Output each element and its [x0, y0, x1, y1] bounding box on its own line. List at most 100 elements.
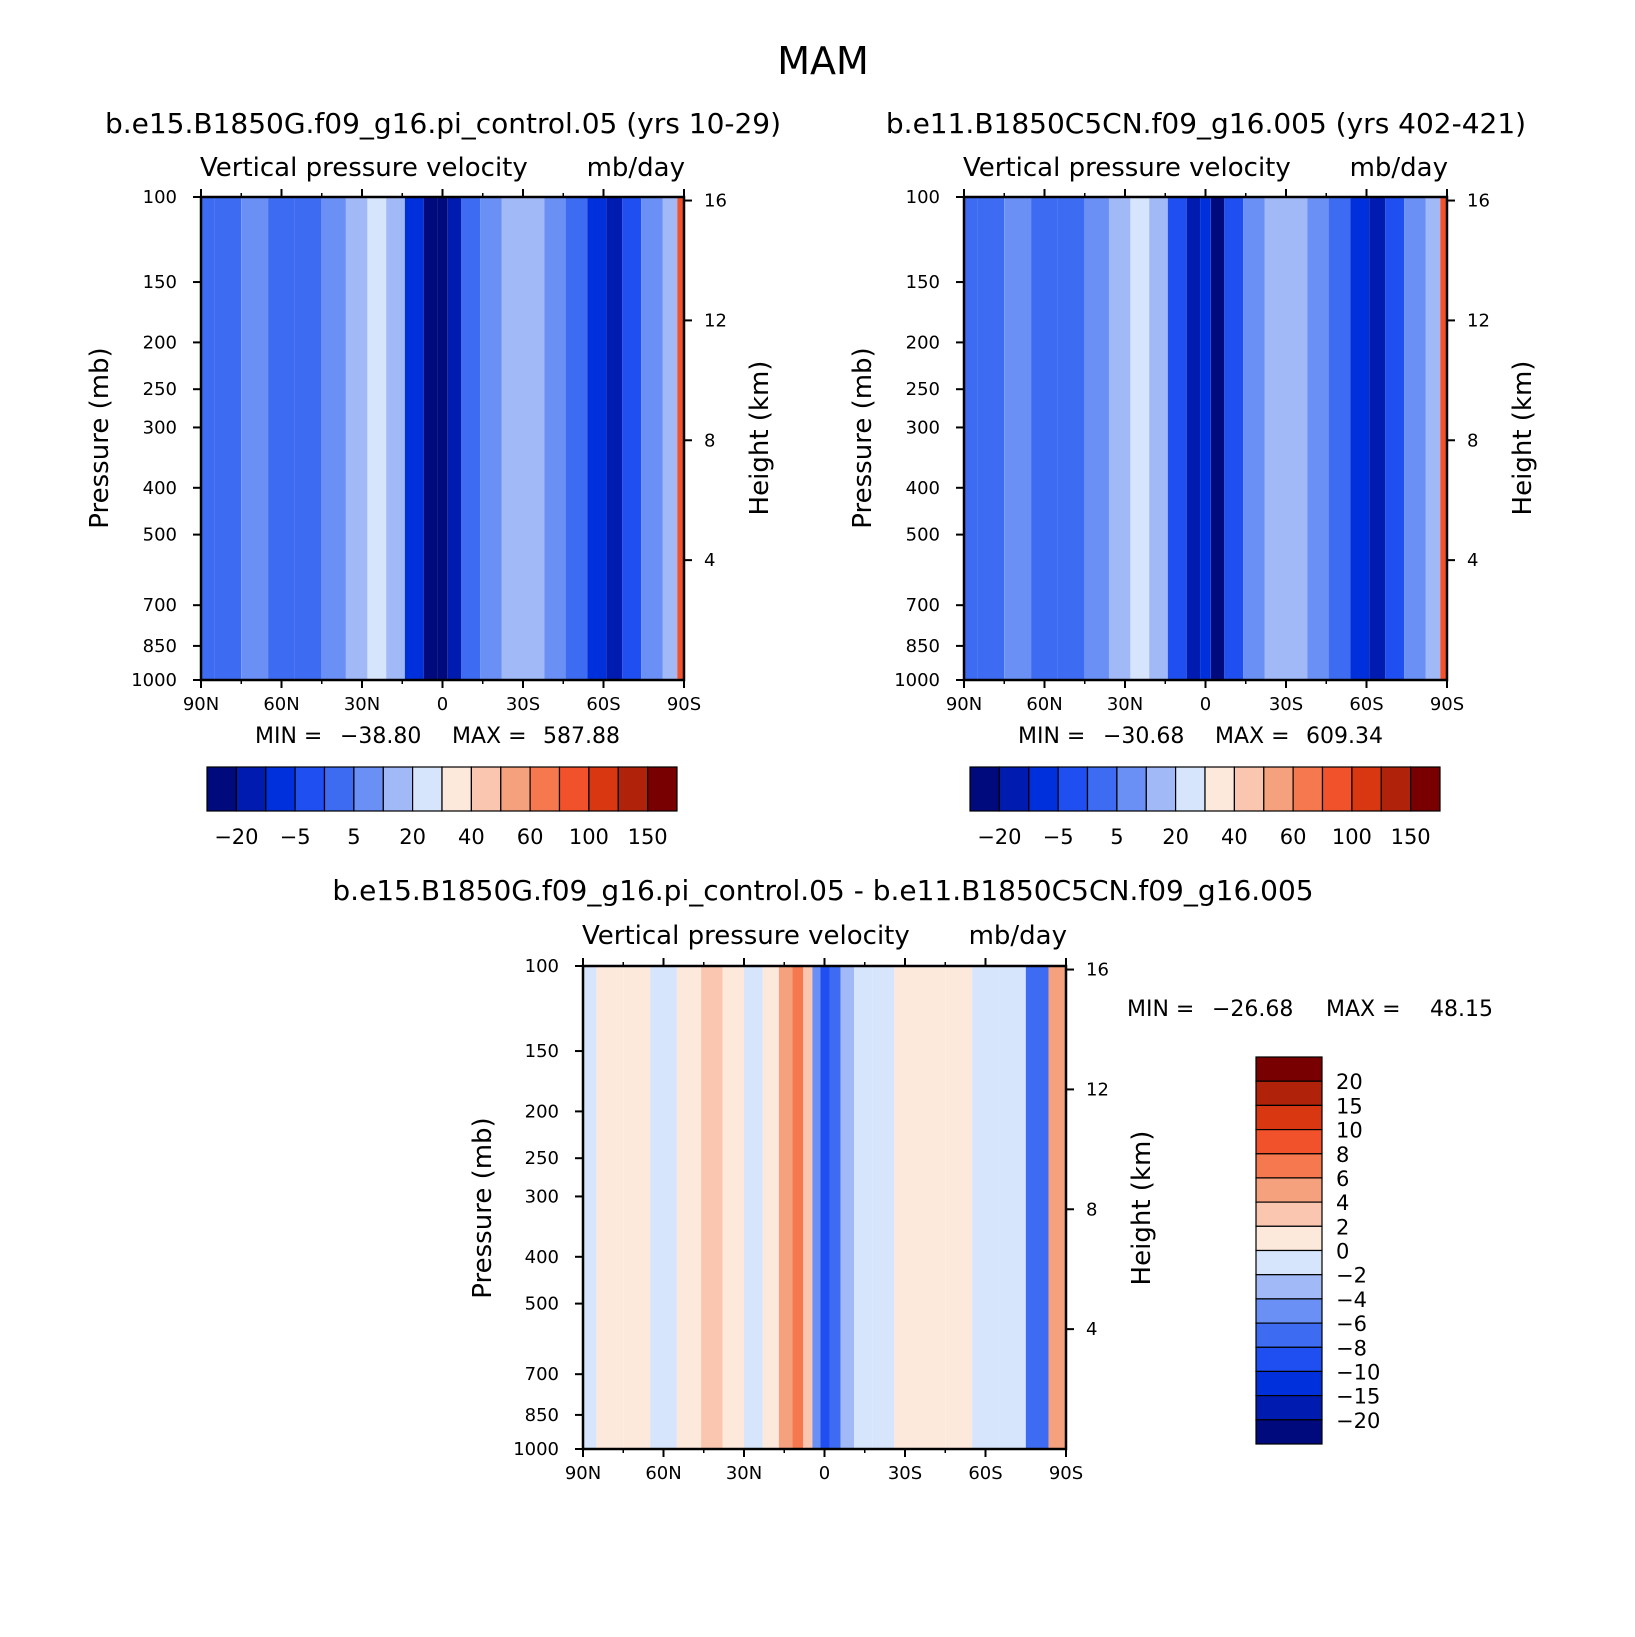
p1-xtick-label: 90S	[667, 694, 701, 715]
p1-cb-label: −20	[214, 825, 258, 849]
p1-ytick-label: 200	[143, 332, 177, 353]
p2-ytick-label: 700	[906, 595, 940, 616]
p2-cell	[1057, 197, 1085, 680]
p1-cb-box	[588, 766, 619, 812]
p1-cell	[294, 197, 322, 680]
p2-cb-label: −20	[977, 825, 1021, 849]
p2-cb-label: −5	[1043, 825, 1074, 849]
p1-cb-box	[617, 766, 649, 812]
p1-cb-box	[382, 766, 414, 812]
p3-cell	[972, 966, 999, 1449]
p2-cell	[1167, 197, 1187, 680]
p2-y2tick-label: 4	[1467, 550, 1478, 571]
p3-cell	[762, 966, 779, 1449]
p1-cell	[480, 197, 502, 680]
p1-xtick-label: 60S	[586, 694, 620, 715]
p1-cell	[523, 197, 545, 680]
p3-cb-box	[1255, 1274, 1323, 1300]
p2-ytick-label: 300	[906, 417, 940, 438]
p3-cell	[998, 966, 1026, 1449]
p3-cb-box	[1255, 1201, 1323, 1227]
p2-cell	[1210, 197, 1225, 680]
p3-cell	[650, 966, 677, 1449]
p2-y2tick-label: 8	[1467, 430, 1478, 451]
p1-ytick-label: 150	[143, 272, 177, 293]
p2-cell	[1328, 197, 1351, 680]
panel-1-variable: Vertical pressure velocity	[200, 153, 528, 183]
p1-cell	[201, 197, 215, 680]
p2-cell	[1224, 197, 1244, 680]
p3-cell	[744, 966, 763, 1449]
p1-cell	[677, 197, 684, 680]
p1-xtick-label: 90N	[183, 694, 219, 715]
panel-1-ylabel: Pressure (mb)	[85, 347, 115, 528]
p2-ytick-label: 400	[906, 478, 940, 499]
panel-3-title: b.e15.B1850G.f09_g16.pi_control.05 - b.e…	[332, 874, 1313, 907]
p1-cell	[423, 197, 438, 680]
p3-xtick-label: 30S	[888, 1463, 922, 1484]
p1-cell	[345, 197, 368, 680]
p2-cell	[1369, 197, 1386, 680]
panel-3-field	[583, 966, 1066, 1449]
p1-cb-box	[294, 766, 326, 812]
p3-cb-box	[1255, 1370, 1323, 1397]
p3-ytick-label: 500	[525, 1294, 559, 1315]
p2-cell	[1200, 197, 1211, 680]
p3-cb-box	[1255, 1080, 1323, 1106]
panel-1-field	[201, 197, 684, 680]
p1-cb-label: 100	[569, 825, 609, 849]
p3-cb-label: −4	[1336, 1288, 1367, 1312]
p3-cell	[945, 966, 973, 1449]
p1-cell	[386, 197, 405, 680]
p3-cb-box	[1255, 1322, 1323, 1348]
p1-cb-box	[441, 766, 472, 812]
p1-ytick-label: 1000	[131, 670, 177, 691]
p1-cb-box	[412, 766, 443, 812]
p3-cb-box	[1255, 1249, 1323, 1276]
p2-xtick-label: 60N	[1026, 694, 1062, 715]
p2-cb-label: 20	[1162, 825, 1189, 849]
p1-cb-box	[353, 766, 384, 812]
p2-cell	[1440, 197, 1447, 680]
p2-ytick-label: 250	[906, 379, 940, 400]
p3-cb-label: −6	[1336, 1312, 1367, 1336]
panel-2-axes: 90N 60N 30N 0 30S 60S 90S 100 150 200 250 300 400 500…	[894, 187, 1490, 715]
panel-1-min-label: MIN =	[255, 724, 322, 749]
p3-ytick-label: 300	[525, 1186, 559, 1207]
p1-cb-label: 40	[458, 825, 485, 849]
p3-cb-label: 10	[1336, 1119, 1363, 1143]
p2-ytick-label: 500	[906, 525, 940, 546]
p3-ytick-label: 400	[525, 1247, 559, 1268]
p3-ytick-label: 850	[525, 1405, 559, 1426]
p1-cb-box	[265, 766, 296, 812]
panel-2-units: mb/day	[1350, 153, 1448, 183]
p2-cell	[1350, 197, 1370, 680]
p2-cb-box	[1204, 766, 1235, 812]
panel-3-units: mb/day	[969, 921, 1067, 951]
panel-1-max-label: MAX =	[452, 724, 527, 749]
p2-cell	[1425, 197, 1441, 680]
p3-xtick-label: 90S	[1049, 1463, 1083, 1484]
p1-cb-box	[323, 766, 355, 812]
p2-cell	[1385, 197, 1405, 680]
panel-3-min-value: −26.68	[1212, 997, 1293, 1022]
p2-cb-label: 5	[1110, 825, 1123, 849]
p1-cb-label: 150	[628, 825, 668, 849]
panel-2-ylabel: Pressure (mb)	[848, 347, 878, 528]
p1-cell	[268, 197, 295, 680]
p3-cb-label: 15	[1336, 1094, 1363, 1118]
p2-cell	[1004, 197, 1032, 680]
p3-y2tick-label: 16	[1086, 960, 1109, 981]
panel-2-max-label: MAX =	[1215, 724, 1290, 749]
p2-cb-box	[969, 766, 1000, 812]
p1-y2tick-label: 12	[704, 310, 727, 331]
p3-cell	[829, 966, 841, 1449]
p2-cb-box	[998, 766, 1030, 812]
p1-cell	[461, 197, 481, 680]
panel-1-axes: 90N 60N 30N 0 30S 60S 90S 100 150 200 250 300 400 500…	[131, 187, 727, 715]
p2-cell	[1149, 197, 1168, 680]
p3-cb-label: 6	[1336, 1167, 1349, 1191]
p1-xtick-label: 30N	[344, 694, 380, 715]
p1-cell	[501, 197, 523, 680]
